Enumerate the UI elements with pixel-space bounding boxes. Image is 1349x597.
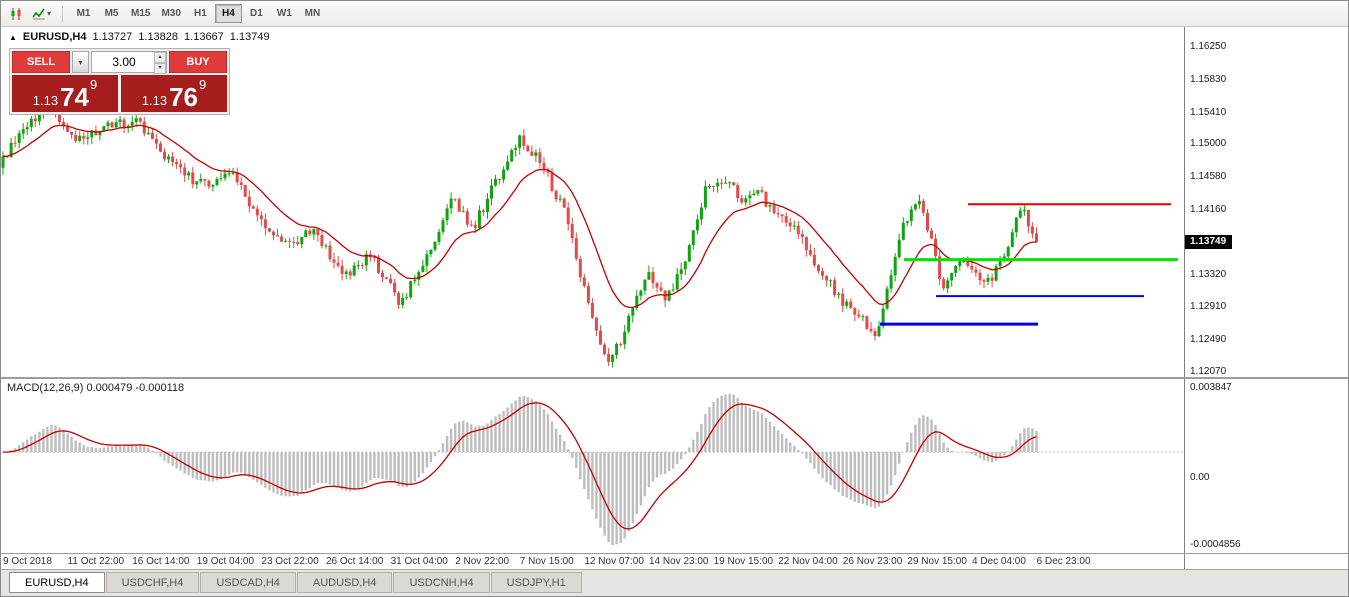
price-axis-label: 1.12070 [1190,366,1227,378]
sell-price-big: 74 [60,81,89,112]
time-axis-label: 14 Nov 23:00 [649,556,709,567]
buy-price-sup: 9 [199,77,207,92]
right-axis-column[interactable]: 1.13749 0.003847 0.00 -0.0004856 1.16250… [1184,27,1348,569]
time-axis-label: 4 Dec 04:00 [972,556,1026,567]
buy-price-big: 76 [169,81,198,112]
chart-symbol-label: EURUSD,H4 [22,31,87,43]
indicators-icon [32,8,45,19]
volume-field-wrap: ▴ ▾ [91,51,167,74]
timeframe-button-mn[interactable]: MN [299,4,326,23]
price-axis-label: 1.12490 [1190,333,1227,345]
time-axis-label: 23 Oct 22:00 [261,556,319,567]
tab-audusd-h4[interactable]: AUDUSD,H4 [296,572,393,593]
pane-splitter-bottom[interactable] [1,553,1348,554]
time-axis-label: 26 Nov 23:00 [842,556,903,567]
price-axis-label: 1.15000 [1190,138,1227,150]
trade-prices-row: 1.13 74 9 1.13 76 9 [12,75,227,112]
time-axis-label: 11 Oct 22:00 [67,556,125,567]
sell-price-sup: 9 [90,77,98,92]
chart-ohlc-header: ▲ EURUSD,H4 1.13727 1.13828 1.13667 1.13… [9,31,270,43]
macd-axis-zero-label: 0.00 [1190,472,1210,483]
sell-price-display[interactable]: 1.13 74 9 [12,75,118,112]
macd-chart[interactable] [1,379,1184,553]
trade-controls-row: SELL ▾ ▴ ▾ BUY [12,51,227,74]
chart-tab-bar: EURUSD,H4 USDCHF,H4 USDCAD,H4 AUDUSD,H4 … [1,569,1348,596]
time-axis-label: 31 Oct 04:00 [390,556,448,567]
macd-indicator-label: MACD(12,26,9) 0.000479 -0.000118 [7,382,185,394]
macd-pane: MACD(12,26,9) 0.000479 -0.000118 [1,379,1184,553]
ohlc-open: 1.13727 [92,31,133,43]
time-axis-label: 9 Oct 2018 [3,556,52,567]
price-axis-label: 1.16250 [1190,41,1227,53]
trade-options-dropdown[interactable]: ▾ [72,51,89,73]
tab-usdjpy-h1[interactable]: USDJPY,H1 [490,572,582,593]
time-axis-label: 6 Dec 23:00 [1036,556,1091,567]
macd-axis-max-label: 0.003847 [1190,382,1232,393]
sell-button[interactable]: SELL [12,51,70,73]
one-click-trading-panel: SELL ▾ ▴ ▾ BUY 1.13749 [9,48,230,115]
price-axis-label: 1.15830 [1190,73,1227,85]
time-axis-label: 16 Oct 14:00 [132,556,190,567]
time-axis-label: 12 Nov 07:00 [584,556,644,567]
ohlc-high: 1.13828 [138,31,179,43]
price-axis-label: 1.12910 [1190,301,1227,312]
chevron-down-icon: ▾ [47,9,52,18]
timeframe-button-h4[interactable]: H4 [214,4,242,23]
timeframe-button-w1[interactable]: W1 [271,4,298,23]
volume-spinner: ▴ ▾ [154,52,166,74]
chevron-down-icon: ▾ [78,57,83,67]
time-axis[interactable]: 9 Oct 2018 11 Oct 22:00 16 Oct 14:00 19 Oct… [1,554,1184,571]
timeframe-button-m30[interactable]: M30 [156,4,185,23]
tab-eurusd-h4[interactable]: EURUSD,H4 [9,572,105,593]
price-pane: ▲ EURUSD,H4 1.13727 1.13828 1.13667 1.13… [1,27,1184,377]
top-toolbar: ▾ M1 M5 M15 M30 H1 H4 D1 W1 MN [1,1,1348,27]
price-axis-label: 1.14580 [1190,171,1227,183]
indicators-button[interactable]: ▾ [28,4,55,24]
timeframe-button-d1[interactable]: D1 [243,4,270,23]
tab-usdchf-h4[interactable]: USDCHF,H4 [105,572,200,593]
time-axis-label: 29 Nov 15:00 [907,556,967,567]
time-axis-label: 22 Nov 04:00 [778,556,838,567]
ohlc-low: 1.13667 [184,31,224,43]
price-axis-label: 1.14160 [1190,203,1227,215]
price-axis-label: 1.13320 [1190,269,1227,281]
price-axis-label: 1.15410 [1190,106,1227,118]
buy-button[interactable]: BUY [169,51,227,73]
time-axis-label: 19 Oct 04:00 [196,556,255,567]
time-axis-label: 19 Nov 15:00 [713,556,774,567]
buy-price-prefix: 1.13 [141,92,168,108]
toolbar-separator [62,5,64,22]
volume-increase-button[interactable]: ▴ [154,52,166,63]
sell-price-prefix: 1.13 [32,92,59,108]
macd-axis-min-label: -0.0004856 [1190,539,1241,550]
chart-workspace: ▲ EURUSD,H4 1.13727 1.13828 1.13667 1.13… [1,27,1348,571]
volume-input[interactable] [92,52,166,72]
volume-decrease-button[interactable]: ▾ [154,63,166,74]
time-axis-label: 7 Nov 15:00 [519,556,574,567]
time-axis-label: 26 Oct 14:00 [326,556,384,567]
time-axis-label: 2 Nov 22:00 [455,556,510,567]
ohlc-close: 1.13749 [229,31,270,43]
chart-expand-icon: ▲ [9,32,17,42]
buy-price-display[interactable]: 1.13 76 9 [121,75,227,112]
timeframe-button-m15[interactable]: M15 [126,4,155,23]
tab-usdcnh-h4[interactable]: USDCNH,H4 [393,572,490,593]
timeframe-button-m1[interactable]: M1 [70,4,97,23]
candlestick-chart-icon [11,7,21,20]
current-price-marker: 1.13749 [1185,234,1233,249]
price-chart[interactable] [1,27,1184,377]
pane-splitter[interactable] [1,377,1348,379]
timeframe-button-h1[interactable]: H1 [187,4,214,23]
timeframe-button-m5[interactable]: M5 [98,4,125,23]
tab-usdcad-h4[interactable]: USDCAD,H4 [200,572,296,593]
chart-type-button[interactable] [5,4,27,24]
